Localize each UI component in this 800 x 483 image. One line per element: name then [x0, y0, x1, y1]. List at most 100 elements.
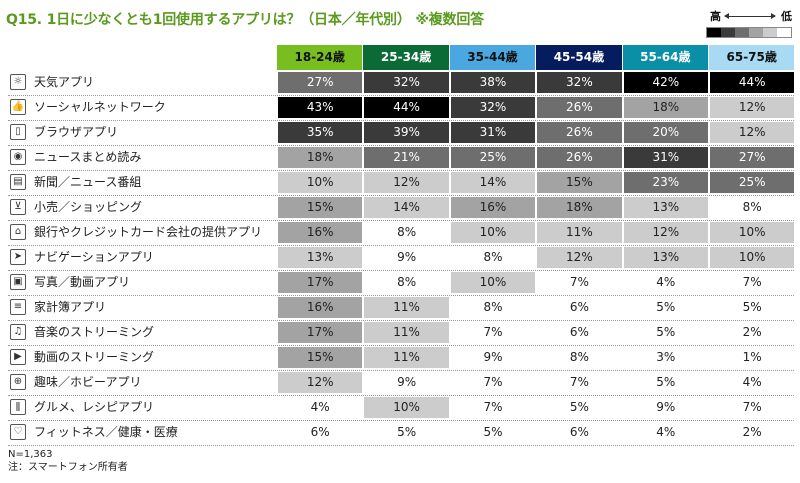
- photo-icon: ▣: [10, 274, 26, 290]
- table-cell: 26%: [537, 97, 622, 118]
- table-cell: 10%: [710, 247, 795, 268]
- table-cell: 7%: [450, 372, 536, 393]
- table-row: ⌂ 銀行やクレジットカード会社の提供アプリ 16% 8% 10% 11% 12% 10%: [0, 220, 800, 246]
- table-cell: 1%: [710, 347, 795, 368]
- cart-icon: ⊻: [10, 199, 26, 215]
- row-label: ソーシャルネットワーク: [34, 100, 166, 114]
- table-cell: 18%: [537, 197, 622, 218]
- heart-icon: ♡: [10, 424, 26, 440]
- table-cell: 11%: [364, 297, 449, 318]
- table-cell: 43%: [278, 97, 363, 118]
- table-cell: 5%: [537, 397, 622, 418]
- table-cell: 13%: [278, 247, 363, 268]
- table-row: ⊕ 趣味／ホビーアプリ 12% 9% 7% 7% 5% 4%: [0, 370, 800, 396]
- table-cell: 31%: [623, 147, 708, 168]
- column-header: 65-75歳: [709, 45, 796, 70]
- row-label: 動画のストリーミング: [34, 350, 155, 364]
- row-label: 天気アプリ: [34, 75, 95, 89]
- table-cell: 16%: [278, 222, 363, 243]
- table-cell: 4%: [623, 422, 708, 443]
- table-row: 👍 ソーシャルネットワーク 43% 44% 32% 26% 18% 12%: [0, 95, 800, 121]
- table-row: ◉ ニュースまとめ読み 18% 21% 25% 26% 31% 27%: [0, 145, 800, 171]
- thumbs-up-icon: 👍: [10, 99, 26, 115]
- table-row: ≡ 家計簿アプリ 16% 11% 8% 6% 5% 5%: [0, 295, 800, 321]
- table-cell: 4%: [710, 372, 795, 393]
- table-cell: 10%: [364, 397, 449, 418]
- table-cell: 7%: [450, 322, 536, 343]
- video-file-icon: ▶: [10, 349, 26, 365]
- table-cell: 8%: [537, 347, 622, 368]
- table-cell: 32%: [450, 97, 536, 118]
- table-cell: 7%: [710, 272, 795, 293]
- newspaper-icon: ▤: [10, 174, 26, 190]
- table-row: ▯ ブラウザアプリ 35% 39% 31% 26% 20% 12%: [0, 120, 800, 146]
- table-cell: 7%: [537, 372, 622, 393]
- table-cell: 12%: [623, 222, 708, 243]
- table-cell: 13%: [623, 247, 708, 268]
- table-cell: 2%: [710, 322, 795, 343]
- table-cell: 32%: [537, 72, 622, 93]
- table-cell: 5%: [450, 422, 536, 443]
- table-cell: 32%: [364, 72, 449, 93]
- table-cell: 11%: [364, 347, 449, 368]
- bank-icon: ⌂: [10, 224, 26, 240]
- music-note-icon: ♫: [10, 324, 26, 340]
- table-cell: 27%: [278, 72, 363, 93]
- table-cell: 18%: [623, 97, 708, 118]
- table-cell: 12%: [537, 247, 622, 268]
- chart-title: Q15. 1日に少なくとも1回使用するアプリは？（日本／年代別） ※複数回答: [6, 12, 484, 28]
- column-header: 55-64歳: [622, 45, 709, 70]
- table-cell: 27%: [710, 147, 795, 168]
- column-header: 35-44歳: [449, 45, 537, 70]
- legend-swatch: [749, 28, 763, 37]
- table-cell: 21%: [364, 147, 449, 168]
- table-cell: 4%: [278, 397, 363, 418]
- table-cell: 35%: [278, 122, 363, 143]
- row-label: ブラウザアプリ: [34, 125, 119, 139]
- table-cell: 15%: [278, 197, 363, 218]
- legend-swatch: [763, 28, 777, 37]
- legend-swatches: [706, 27, 792, 38]
- table-cell: 14%: [364, 197, 449, 218]
- table-cell: 8%: [450, 247, 536, 268]
- table-cell: 23%: [623, 172, 708, 193]
- sample-size: N=1,363: [8, 449, 53, 460]
- row-label: フィットネス／健康・医療: [34, 425, 178, 439]
- navigation-arrow-icon: ➤: [10, 249, 26, 265]
- legend-swatch: [707, 28, 721, 37]
- table-cell: 2%: [710, 422, 795, 443]
- double-arrow-icon: [724, 13, 776, 19]
- table-cell: 13%: [623, 197, 708, 218]
- table-row: ➤ ナビゲーションアプリ 13% 9% 8% 12% 13% 10%: [0, 245, 800, 271]
- table-cell: 14%: [450, 172, 536, 193]
- phone-icon: ▯: [10, 124, 26, 140]
- table-cell: 6%: [537, 322, 622, 343]
- table-cell: 11%: [364, 322, 449, 343]
- column-header: 18-24歳: [277, 45, 364, 70]
- table-cell: 12%: [710, 97, 795, 118]
- table-cell: 10%: [278, 172, 363, 193]
- footnote-note: 注：スマートフォン所有者: [8, 462, 128, 473]
- table-cell: 15%: [278, 347, 363, 368]
- table-cell: 16%: [278, 297, 363, 318]
- table-cell: 25%: [710, 172, 795, 193]
- row-label: 趣味／ホビーアプリ: [34, 375, 142, 389]
- table-cell: 5%: [710, 297, 795, 318]
- table-cell: 26%: [537, 122, 622, 143]
- table-cell: 4%: [623, 272, 708, 293]
- table-cell: 8%: [364, 222, 449, 243]
- table-cell: 38%: [450, 72, 536, 93]
- table-cell: 12%: [710, 122, 795, 143]
- table-cell: 10%: [450, 222, 536, 243]
- table-cell: 8%: [450, 297, 536, 318]
- sun-icon: ☼: [10, 74, 26, 90]
- table-cell: 17%: [278, 272, 363, 293]
- table-cell: 5%: [623, 372, 708, 393]
- table-cell: 42%: [623, 72, 708, 93]
- table-row: ♡ フィットネス／健康・医療 6% 5% 5% 6% 4% 2%: [0, 420, 800, 446]
- table-cell: 6%: [278, 422, 363, 443]
- table-cell: 9%: [623, 397, 708, 418]
- table-cell: 3%: [623, 347, 708, 368]
- table-cell: 6%: [537, 297, 622, 318]
- cutlery-icon: ǁ: [10, 399, 26, 415]
